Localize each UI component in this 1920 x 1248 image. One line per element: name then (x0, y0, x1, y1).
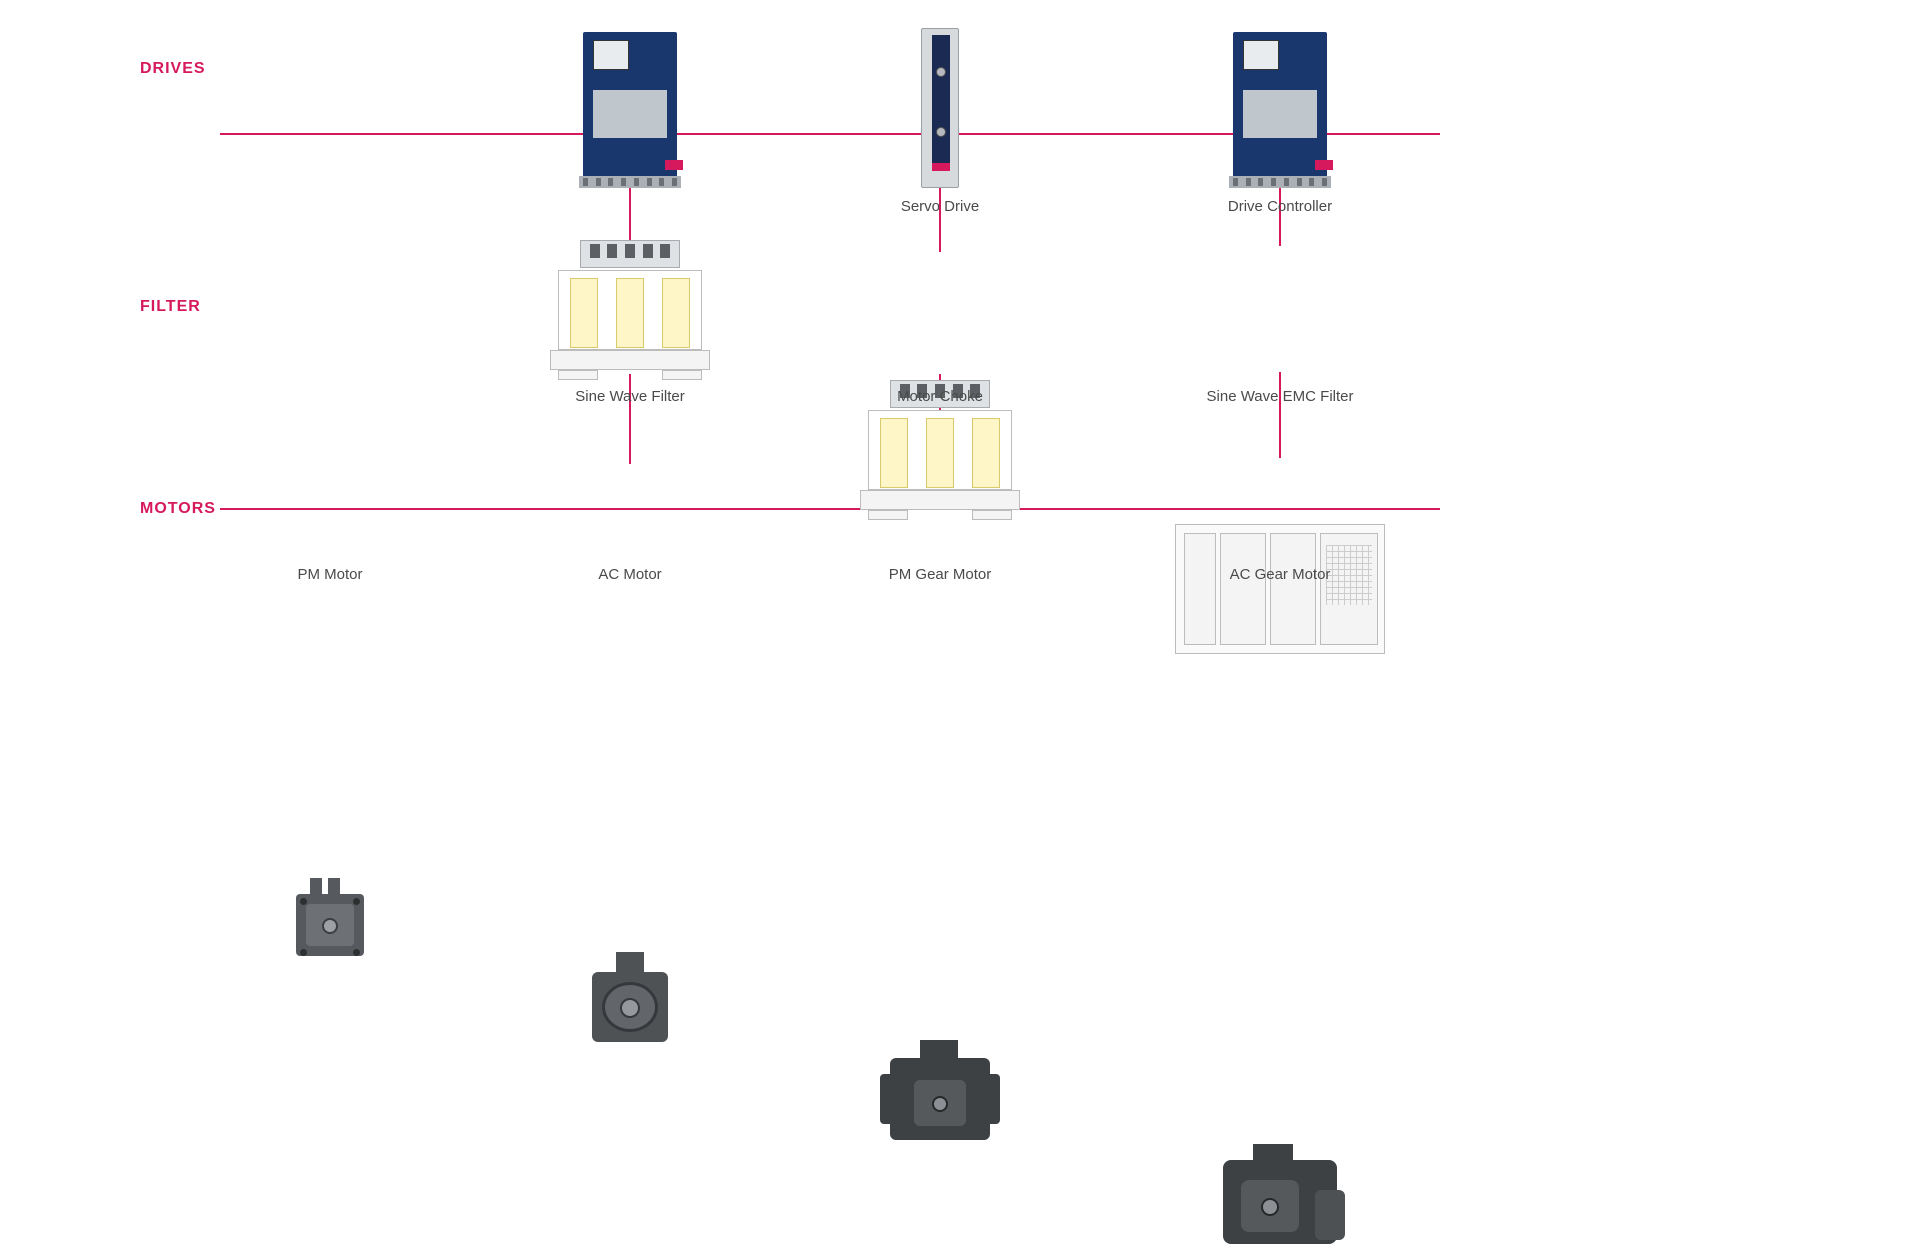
drive-controller-label: Drive Controller (1228, 198, 1332, 215)
sine-wave-filter-label: Sine Wave Filter (575, 388, 684, 405)
pm-gear-motor (880, 1040, 1000, 1144)
row-label-filter: FILTER (140, 298, 201, 316)
row-label-motors: MOTORS (140, 500, 216, 518)
sine-wave-emc-filter-label: Sine Wave EMC Filter (1207, 388, 1354, 405)
motors-bus (220, 508, 1440, 510)
sine-wave-filter (540, 240, 720, 380)
servo-drive-label: Servo Drive (901, 198, 979, 215)
pm-motor (292, 876, 368, 960)
drive-controller (1225, 28, 1335, 188)
conn-col3-drive-filter (1279, 188, 1281, 246)
row-label-drives: DRIVES (140, 60, 206, 78)
ac-motor (588, 952, 672, 1046)
pm-motor-label: PM Motor (297, 566, 362, 583)
pm-gear-motor-label: PM Gear Motor (889, 566, 992, 583)
ac-motor-label: AC Motor (598, 566, 661, 583)
servo-drive (921, 28, 959, 188)
ac-gear-motor-label: AC Gear Motor (1230, 566, 1331, 583)
ac-gear-motor (1215, 1144, 1345, 1248)
sine-wave-emc-filter (1175, 524, 1385, 654)
drive-module-1 (575, 28, 685, 188)
motor-choke-label: Motor Choke (897, 388, 983, 405)
conn-col3-filter-motor (1279, 372, 1281, 458)
